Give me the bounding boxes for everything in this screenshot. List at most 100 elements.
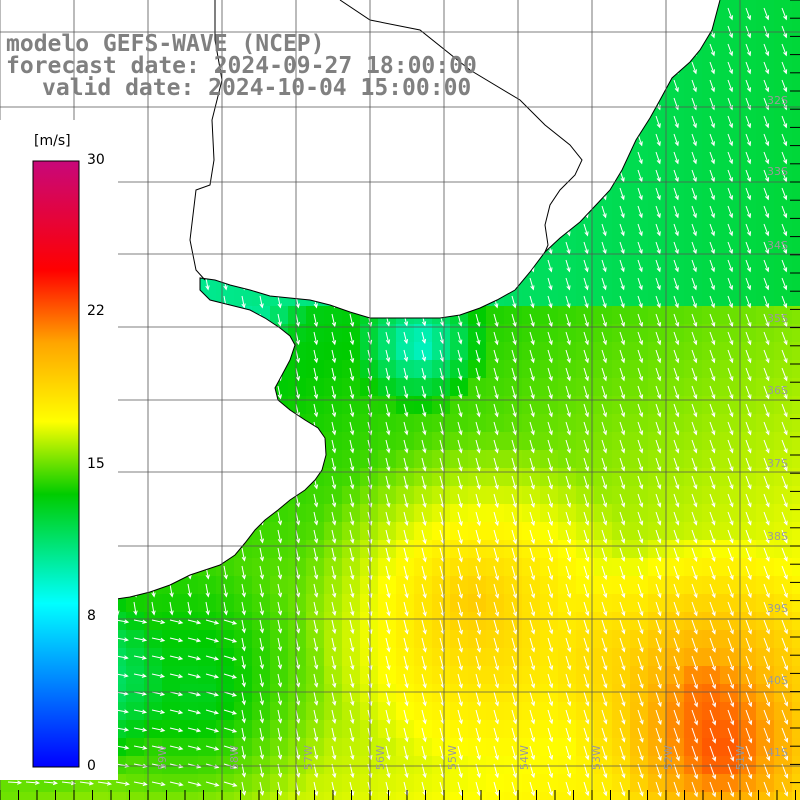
wind-speed-cell — [0, 684, 19, 703]
wind-arrow — [493, 493, 499, 509]
wind-arrow — [673, 223, 679, 237]
wind-arrow — [277, 709, 283, 724]
wind-speed-cell — [594, 468, 613, 487]
wind-speed-cell — [774, 396, 793, 415]
colorbar-tick-label: 22 — [87, 303, 105, 319]
wind-arrow — [727, 583, 734, 599]
wind-arrow — [367, 529, 373, 545]
wind-speed-cell — [738, 0, 757, 19]
wind-arrow — [745, 169, 752, 183]
wind-arrow — [187, 601, 192, 616]
wind-speed-cell — [666, 504, 685, 523]
wind-arrow — [475, 349, 481, 364]
wind-arrow — [601, 331, 607, 346]
wind-speed-cell — [540, 612, 559, 631]
wind-speed-cell — [486, 522, 505, 541]
wind-speed-cell — [792, 36, 800, 55]
wind-arrow — [565, 385, 571, 400]
wind-arrow — [673, 655, 680, 672]
wind-speed-cell — [378, 504, 397, 523]
wind-speed-cell — [522, 774, 541, 793]
wind-arrow — [637, 205, 643, 219]
wind-speed-cell — [720, 612, 739, 631]
wind-arrow — [529, 403, 535, 418]
wind-arrow — [511, 547, 518, 563]
wind-speed-cell — [342, 360, 361, 379]
wind-speed-cell — [360, 324, 379, 343]
wind-speed-cell — [468, 540, 487, 559]
wind-speed-cell — [756, 396, 775, 415]
wind-speed-cell — [756, 108, 775, 127]
wind-speed-cell — [720, 198, 739, 217]
wind-arrow — [709, 637, 716, 653]
wind-speed-cell — [630, 738, 649, 757]
wind-speed-cell — [396, 414, 415, 433]
wind-speed-cell — [738, 468, 757, 487]
wind-speed-cell — [594, 792, 613, 800]
wind-arrow — [781, 331, 788, 346]
wind-speed-cell — [450, 324, 469, 343]
wind-speed-cell — [576, 666, 595, 685]
wind-speed-cell — [792, 522, 800, 541]
wind-speed-cell — [432, 738, 451, 757]
wind-speed-cell — [774, 504, 793, 523]
wind-speed-cell — [468, 738, 487, 757]
wind-arrow — [583, 475, 590, 490]
wind-arrow — [457, 583, 463, 599]
wind-speed-cell — [774, 666, 793, 685]
wind-arrow — [583, 493, 590, 508]
wind-arrow — [421, 457, 427, 472]
wind-speed-cell — [252, 774, 271, 793]
wind-speed-cell — [720, 414, 739, 433]
wind-speed-cell — [234, 630, 253, 649]
wind-arrow — [745, 655, 752, 671]
wind-arrow — [583, 619, 590, 635]
wind-speed-cell — [792, 414, 800, 433]
wind-speed-cell — [414, 612, 433, 631]
wind-arrow — [619, 511, 626, 526]
wind-speed-cell — [378, 738, 397, 757]
wind-arrow — [619, 421, 626, 436]
wind-speed-cell — [648, 252, 667, 271]
wind-arrow — [601, 295, 607, 309]
wind-arrow — [385, 601, 391, 617]
wind-arrow — [763, 295, 770, 309]
wind-speed-cell — [558, 234, 577, 253]
wind-arrow — [583, 457, 589, 472]
wind-arrow — [475, 511, 481, 527]
wind-arrow — [187, 709, 202, 715]
wind-speed-cell — [0, 630, 19, 649]
wind-speed-cell — [36, 792, 55, 800]
wind-speed-cell — [648, 738, 667, 757]
wind-arrow — [655, 583, 662, 599]
wind-speed-cell — [702, 270, 721, 289]
wind-arrow — [421, 709, 427, 725]
wind-speed-cell — [756, 324, 775, 343]
wind-arrow — [457, 655, 463, 671]
wind-arrow — [349, 349, 355, 364]
wind-speed-cell — [558, 756, 577, 775]
wind-speed-cell — [792, 774, 800, 793]
wind-arrow — [673, 637, 680, 653]
wind-speed-cell — [774, 486, 793, 505]
wind-speed-cell — [720, 306, 739, 325]
wind-arrow — [691, 637, 698, 653]
wind-arrow — [781, 7, 788, 21]
wind-arrow — [673, 205, 679, 219]
wind-speed-cell — [594, 360, 613, 379]
wind-arrow — [655, 331, 662, 346]
wind-speed-cell — [738, 270, 757, 289]
wind-arrow — [745, 277, 752, 291]
wind-speed-cell — [720, 792, 739, 800]
wind-arrow — [475, 475, 481, 490]
wind-speed-cell — [486, 396, 505, 415]
wind-arrow — [457, 439, 463, 454]
wind-arrow — [367, 403, 373, 418]
wind-speed-cell — [702, 144, 721, 163]
wind-speed-cell — [324, 504, 343, 523]
wind-speed-cell — [306, 558, 325, 577]
wind-speed-cell — [756, 522, 775, 541]
wind-arrow — [673, 709, 680, 726]
wind-arrow — [349, 619, 355, 635]
wind-arrow — [565, 619, 572, 635]
